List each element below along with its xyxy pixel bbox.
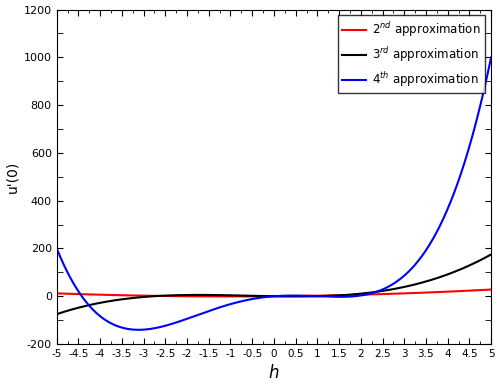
$4^{th}$ approximation xyxy=(476,109,482,114)
$3^{rd}$ approximation xyxy=(488,252,494,257)
$4^{th}$ approximation xyxy=(265,294,271,299)
$2^{nd}$ approximation xyxy=(265,294,271,299)
$2^{nd}$ approximation xyxy=(76,292,82,296)
$2^{nd}$ approximation xyxy=(254,294,260,299)
$4^{th}$ approximation xyxy=(76,290,82,294)
$4^{th}$ approximation xyxy=(136,327,141,332)
$3^{rd}$ approximation xyxy=(476,259,482,263)
$4^{th}$ approximation xyxy=(476,110,482,115)
$4^{th}$ approximation xyxy=(54,246,60,251)
$3^{rd}$ approximation xyxy=(54,312,60,317)
$3^{rd}$ approximation xyxy=(76,305,82,310)
$4^{th}$ approximation xyxy=(488,55,494,60)
$2^{nd}$ approximation xyxy=(488,287,494,292)
Legend: $2^{nd}$ approximation, $3^{rd}$ approximation, $4^{th}$ approximation: $2^{nd}$ approximation, $3^{rd}$ approxi… xyxy=(338,16,485,94)
Line: $3^{rd}$ approximation: $3^{rd}$ approximation xyxy=(56,255,491,314)
$2^{nd}$ approximation xyxy=(228,294,234,299)
$3^{rd}$ approximation xyxy=(396,286,402,290)
$2^{nd}$ approximation xyxy=(476,288,482,293)
$3^{rd}$ approximation xyxy=(254,294,260,298)
$3^{rd}$ approximation xyxy=(476,259,482,263)
$4^{th}$ approximation xyxy=(396,277,402,282)
$2^{nd}$ approximation xyxy=(54,291,60,296)
$2^{nd}$ approximation xyxy=(476,288,482,293)
$4^{th}$ approximation xyxy=(254,296,260,301)
X-axis label: h: h xyxy=(268,364,279,383)
$3^{rd}$ approximation xyxy=(265,294,271,298)
$2^{nd}$ approximation xyxy=(396,291,402,296)
Y-axis label: u'(0): u'(0) xyxy=(6,161,20,193)
Line: $4^{th}$ approximation: $4^{th}$ approximation xyxy=(56,57,491,330)
Line: $2^{nd}$ approximation: $2^{nd}$ approximation xyxy=(56,289,491,296)
